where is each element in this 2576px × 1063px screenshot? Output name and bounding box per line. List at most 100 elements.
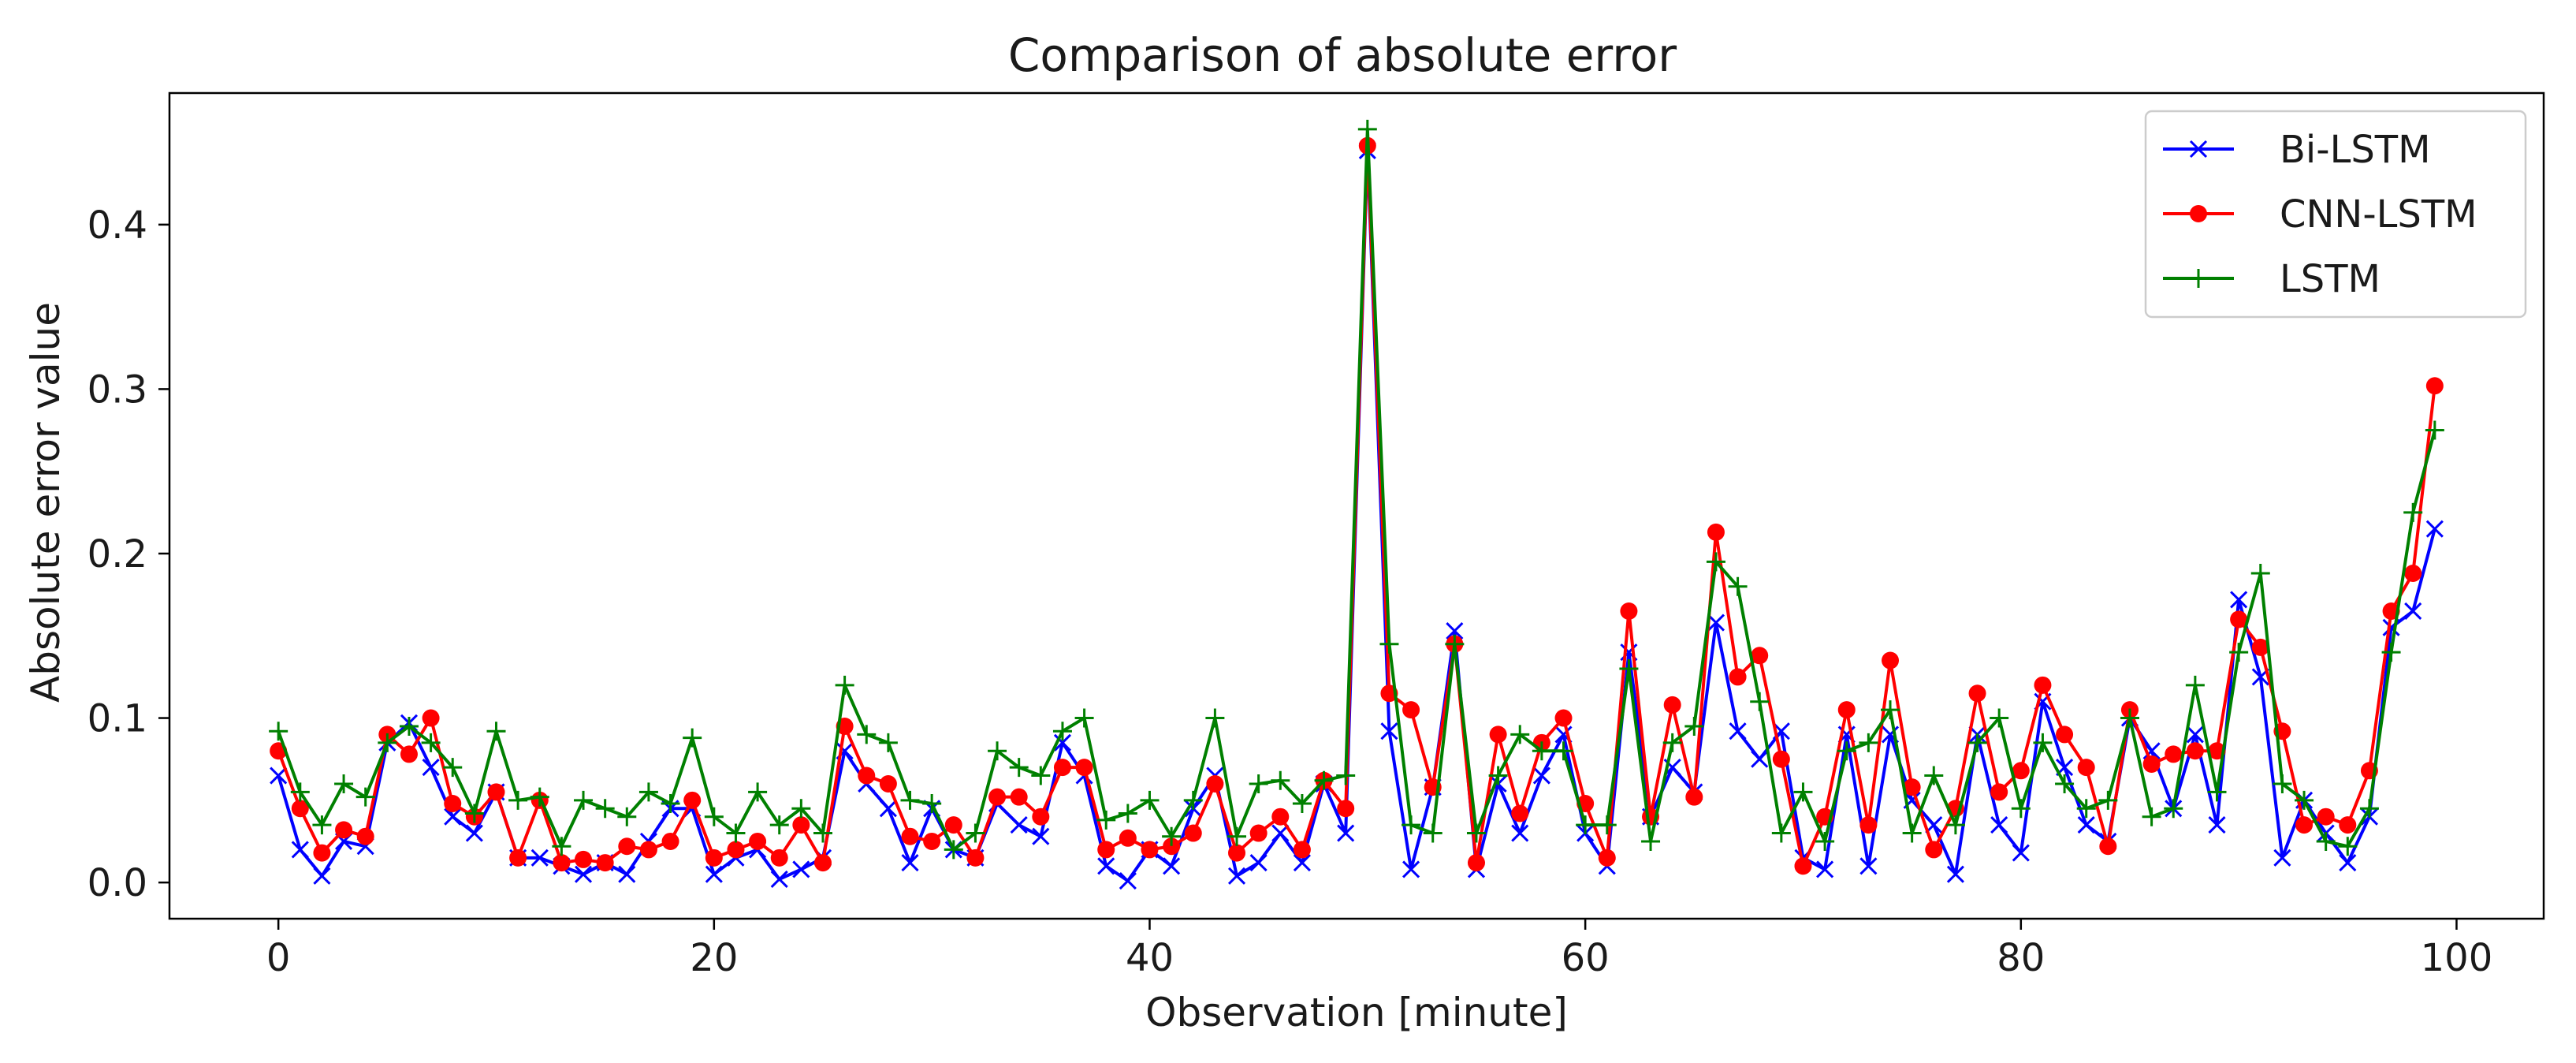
data-point-cnn-lstm [1554,709,1573,727]
data-point-bi-lstm [770,870,788,889]
data-point-bi-lstm [618,865,636,883]
data-point-bi-lstm [313,867,331,885]
data-point-lstm [1728,576,1748,596]
data-point-cnn-lstm [770,849,788,867]
data-point-cnn-lstm [1837,701,1856,719]
data-point-cnn-lstm [1859,816,1878,834]
data-point-bi-lstm [1816,860,1834,878]
data-point-lstm [2359,799,2379,819]
data-point-lstm [2381,643,2401,662]
data-point-bi-lstm [2186,725,2204,744]
y-tick-label: 0.0 [87,861,147,905]
data-point-cnn-lstm [335,821,353,839]
plot-frame [168,91,2545,920]
data-point-cnn-lstm [1402,701,1420,719]
data-point-bi-lstm [2208,816,2226,834]
x-tick-label: 80 [1997,936,2045,980]
x-axis-label: Observation [minute] [1145,990,1568,1035]
series-lstm [269,119,2444,860]
data-point-bi-lstm [2273,849,2291,867]
data-point-bi-lstm [1380,722,1398,740]
data-point-lstm [2011,799,2031,819]
data-point-cnn-lstm [661,832,679,850]
data-point-cnn-lstm [727,841,745,859]
data-point-bi-lstm [2142,742,2161,760]
data-point-cnn-lstm [2034,676,2052,694]
data-point-cnn-lstm [2077,759,2095,777]
data-point-cnn-lstm [2425,377,2444,395]
data-point-lstm [769,815,789,835]
data-point-lstm [1554,741,1573,761]
data-point-cnn-lstm [944,816,962,834]
data-point-cnn-lstm [749,832,767,850]
data-point-cnn-lstm [1511,804,1529,822]
data-point-lstm [2338,837,2358,856]
data-point-cnn-lstm [813,854,832,872]
data-point-lstm [661,794,680,813]
data-point-cnn-lstm [683,791,702,809]
data-point-cnn-lstm [356,827,374,845]
data-point-cnn-lstm [1184,824,1202,842]
data-point-lstm [1402,815,1421,835]
x-tick-label: 60 [1562,936,1610,980]
data-point-cnn-lstm [1141,841,1159,859]
data-point-lstm [574,790,594,810]
data-point-lstm [1249,774,1268,793]
data-point-cnn-lstm [705,849,723,867]
data-point-cnn-lstm [2056,725,2074,744]
data-point-lstm [1750,692,1770,711]
x-tick-label: 20 [690,936,738,980]
data-point-lstm [944,840,963,860]
data-point-lstm [2273,774,2292,793]
data-point-lstm [1205,708,1225,728]
data-point-bi-lstm [2404,602,2422,621]
data-point-cnn-lstm [2295,816,2314,834]
data-point-cnn-lstm [509,849,527,867]
data-point-lstm [399,716,419,736]
data-point-cnn-lstm [553,854,571,872]
data-point-lstm [2403,502,2423,522]
data-point-bi-lstm [705,865,723,883]
data-point-lstm [1227,826,1247,846]
data-point-bi-lstm [1097,857,1115,875]
data-point-cnn-lstm [792,816,810,834]
data-point-cnn-lstm [444,795,462,813]
data-point-cnn-lstm [966,849,985,867]
data-point-bi-lstm [901,854,919,872]
y-axis-label: Absolute error value [23,302,69,703]
data-point-lstm [1336,766,1356,785]
data-point-lstm [900,790,920,810]
data-point-lstm [1466,823,1486,843]
y-tick-label: 0.4 [87,203,147,248]
data-point-cnn-lstm [1707,523,1725,541]
data-point-cnn-lstm [2404,565,2422,583]
data-point-bi-lstm [1163,857,1181,875]
data-point-bi-lstm [2012,844,2030,862]
data-point-lstm [1837,741,1856,761]
data-point-cnn-lstm [291,800,309,818]
data-point-bi-lstm [1511,824,1529,842]
data-point-cnn-lstm [2142,755,2161,773]
data-point-bi-lstm [1293,854,1311,872]
data-point-lstm [1945,815,1965,835]
data-point-lstm [1597,815,1617,835]
data-point-lstm [1074,708,1094,728]
data-point-cnn-lstm [313,844,331,862]
data-point-cnn-lstm [2230,610,2248,628]
data-point-cnn-lstm [1598,849,1616,867]
data-point-lstm [704,807,724,826]
data-point-bi-lstm [1402,860,1420,878]
data-point-bi-lstm [879,800,897,818]
data-point-lstm [595,799,615,819]
data-point-lstm [1902,823,1922,843]
legend-label: LSTM [2280,257,2381,301]
data-point-bi-lstm [1227,867,1246,885]
data-point-cnn-lstm [2186,742,2204,760]
data-point-bi-lstm [1053,733,1072,752]
data-point-lstm [2055,774,2075,793]
data-point-lstm [1271,770,1290,790]
data-point-lstm [2207,782,2227,802]
data-point-lstm [966,823,985,843]
data-point-lstm [1423,823,1442,843]
